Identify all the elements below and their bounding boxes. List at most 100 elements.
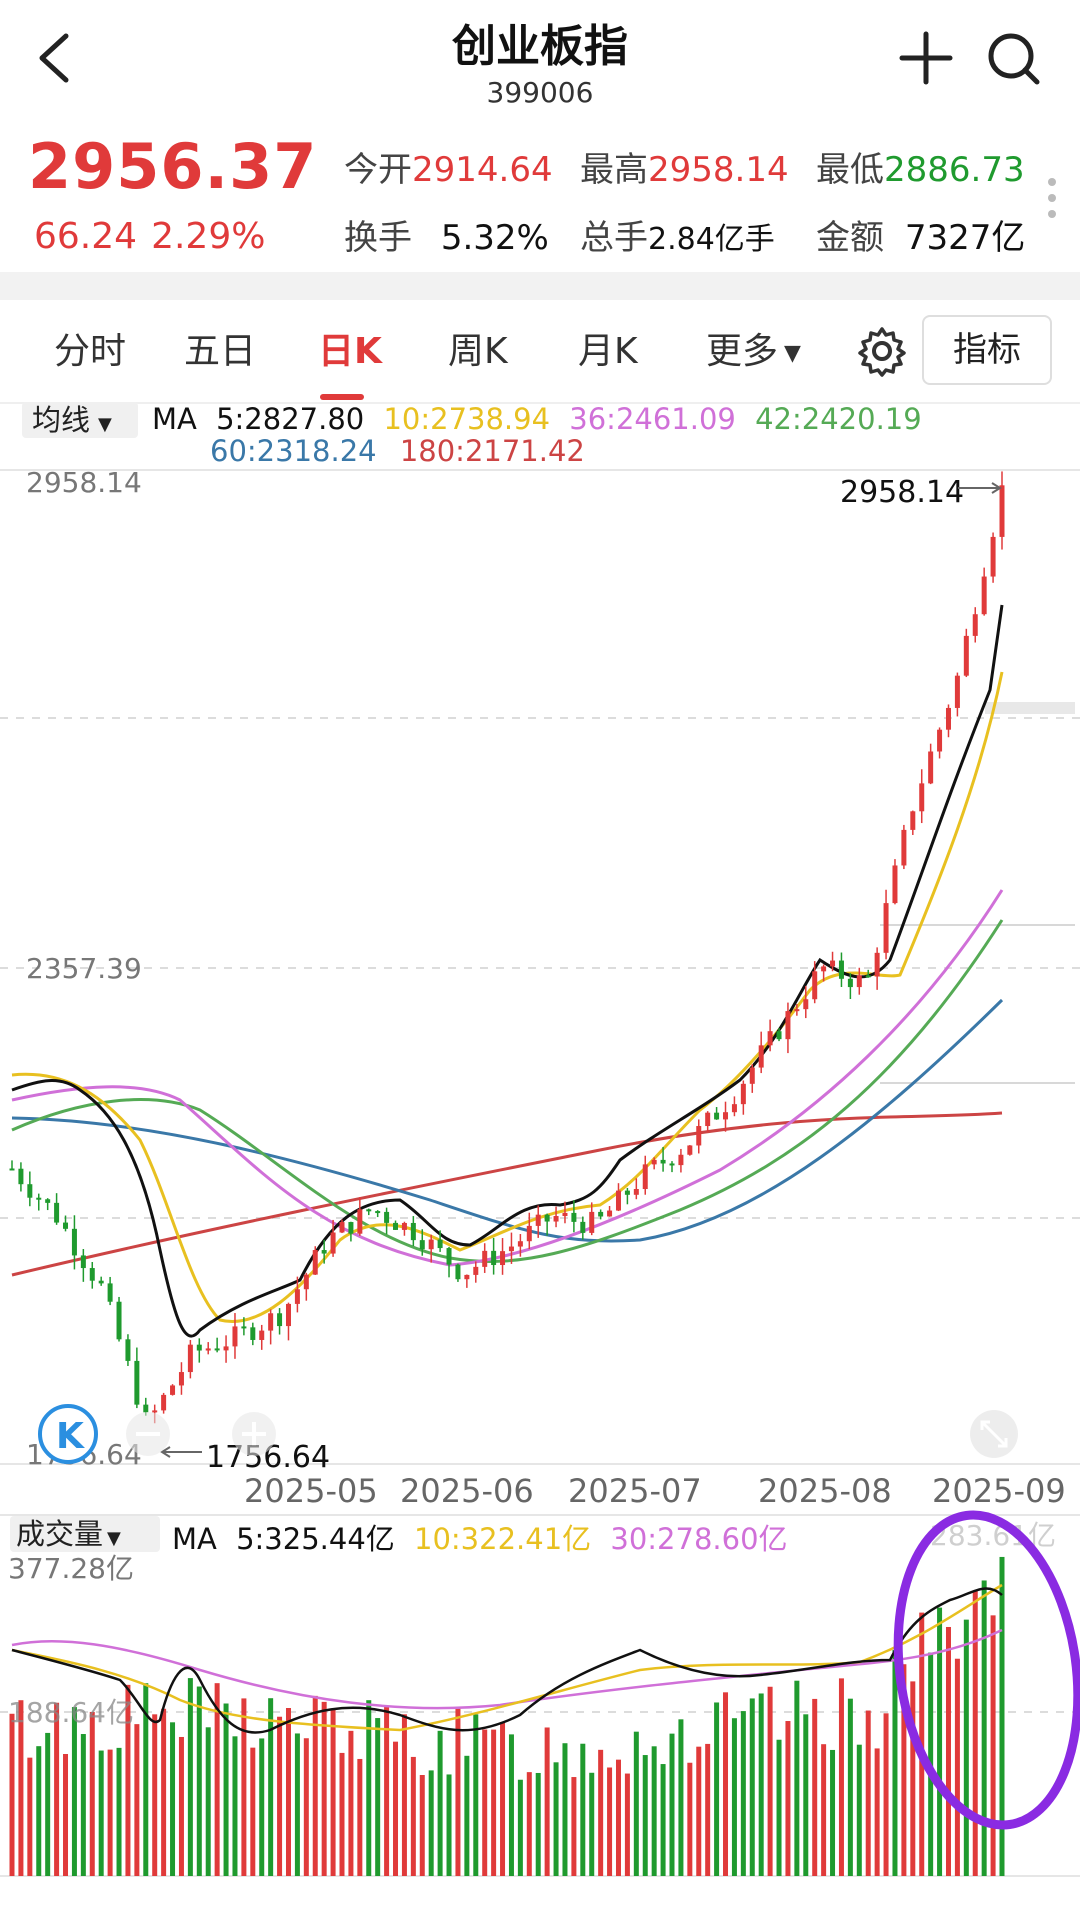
candle-body [107,1283,113,1302]
candle-body [785,1011,791,1040]
volume-bar [321,1701,327,1876]
candle-body [285,1303,291,1327]
candle-body [544,1214,550,1222]
volume-stat: 总手2.84亿手 [580,210,775,259]
volume-bar [785,1721,791,1876]
volume-bar [455,1707,461,1876]
fullscreen-icon[interactable] [970,1410,1018,1458]
candle-body [178,1372,184,1386]
highlight-circle [893,1510,1080,1830]
candle-body [990,536,996,577]
candle-body [892,865,898,904]
volume-bar [517,1779,523,1876]
turnover-value: 5.32% [440,218,549,258]
ma10-value: 10:2738.94 [383,402,551,436]
volume-bar [963,1619,969,1876]
volume-bar [473,1714,479,1876]
add-icon[interactable] [898,30,954,86]
volume-bar [437,1730,443,1876]
volume-bar [357,1758,363,1876]
candle-body [598,1211,604,1217]
ma42-line [11,919,1004,1263]
high-value: 2958.14 [648,150,789,190]
volume-bar [758,1693,764,1876]
volume-bar [285,1708,291,1876]
open-label: 今开 [344,150,412,190]
zoom-out-icon[interactable] [126,1412,170,1456]
candle-body [446,1248,452,1265]
x-tick: 2025-07 [568,1472,702,1510]
amount-label: 金额 [816,218,884,258]
volume-bar [205,1727,211,1876]
tab-weekly-k[interactable]: 周K [448,331,508,372]
volume-bar [9,1713,15,1876]
volume-bar [491,1729,497,1876]
candle-body [535,1214,541,1226]
volume-bar [598,1749,604,1876]
candle-body [562,1212,568,1217]
candle-body [36,1197,42,1200]
volume-bar [375,1718,381,1876]
x-tick: 2025-05 [244,1472,378,1510]
k-logo-icon[interactable]: K [38,1404,98,1464]
volume-bar [428,1770,434,1876]
candle-body [607,1210,613,1217]
volume-bar [80,1734,86,1876]
volume-selector-label: 成交量 [16,1517,104,1551]
candle-body [812,971,818,1000]
candle-body [678,1154,684,1166]
amount-stat: 金额 7327亿 [816,210,1025,259]
volume-value: 2.84亿手 [648,222,775,257]
volume-bar [678,1719,684,1876]
candle-body [312,1250,318,1275]
volume-bar [27,1757,33,1876]
vol-ma30-line [11,1628,1003,1710]
gear-icon[interactable] [856,325,908,377]
x-tick: 2025-09 [932,1472,1066,1510]
ma-selector[interactable]: 均线 ▼ [22,402,138,438]
candle-body [375,1211,381,1214]
ma180-value: 180:2171.42 [399,434,585,468]
candle-body [80,1255,86,1269]
tab-daily-k[interactable]: 日K [318,331,382,372]
candle-body [232,1326,238,1347]
candle-body [731,1104,737,1113]
search-icon[interactable] [985,30,1041,86]
candle-body [116,1301,122,1340]
candle-body [303,1274,309,1290]
ma180-line [11,1111,1003,1277]
indicator-button[interactable]: 指标 [922,315,1052,385]
volume-bar [990,1615,996,1876]
candle-body [125,1339,131,1361]
back-arrow-icon[interactable] [30,28,80,88]
candle-body [259,1330,265,1340]
change-percent: 2.29% [151,216,266,257]
change-value: 66.24 [34,216,138,257]
volume-bar [615,1759,621,1876]
tab-monthly-k[interactable]: 月K [578,331,638,372]
volume-bar [312,1695,318,1876]
candle-body [63,1222,69,1229]
candle-body [901,829,907,866]
x-tick: 2025-08 [758,1472,892,1510]
more-options-icon[interactable] [1046,176,1058,220]
candle-body [98,1280,104,1284]
tabs-divider [0,402,1080,404]
price-axis-mid: 2357.39 [26,952,142,985]
candle-body [437,1239,443,1249]
candle-body [999,485,1005,537]
volume-selector[interactable]: 成交量 ▼ [10,1516,160,1552]
volume-bar [508,1734,514,1876]
caret-down-icon: ▼ [784,340,801,366]
tab-more[interactable]: 更多 ▼ [706,322,801,374]
volume-bar [410,1756,416,1876]
tab-intraday[interactable]: 分时 [54,331,127,372]
zoom-in-icon[interactable] [232,1412,276,1456]
page-title: 创业板指 [452,21,628,72]
volume-bar [749,1698,755,1876]
volume-axis-top: 377.28亿 [8,1552,134,1585]
volume-bar [277,1716,283,1876]
tab-five-day[interactable]: 五日 [184,331,257,372]
candle-body [205,1348,211,1351]
